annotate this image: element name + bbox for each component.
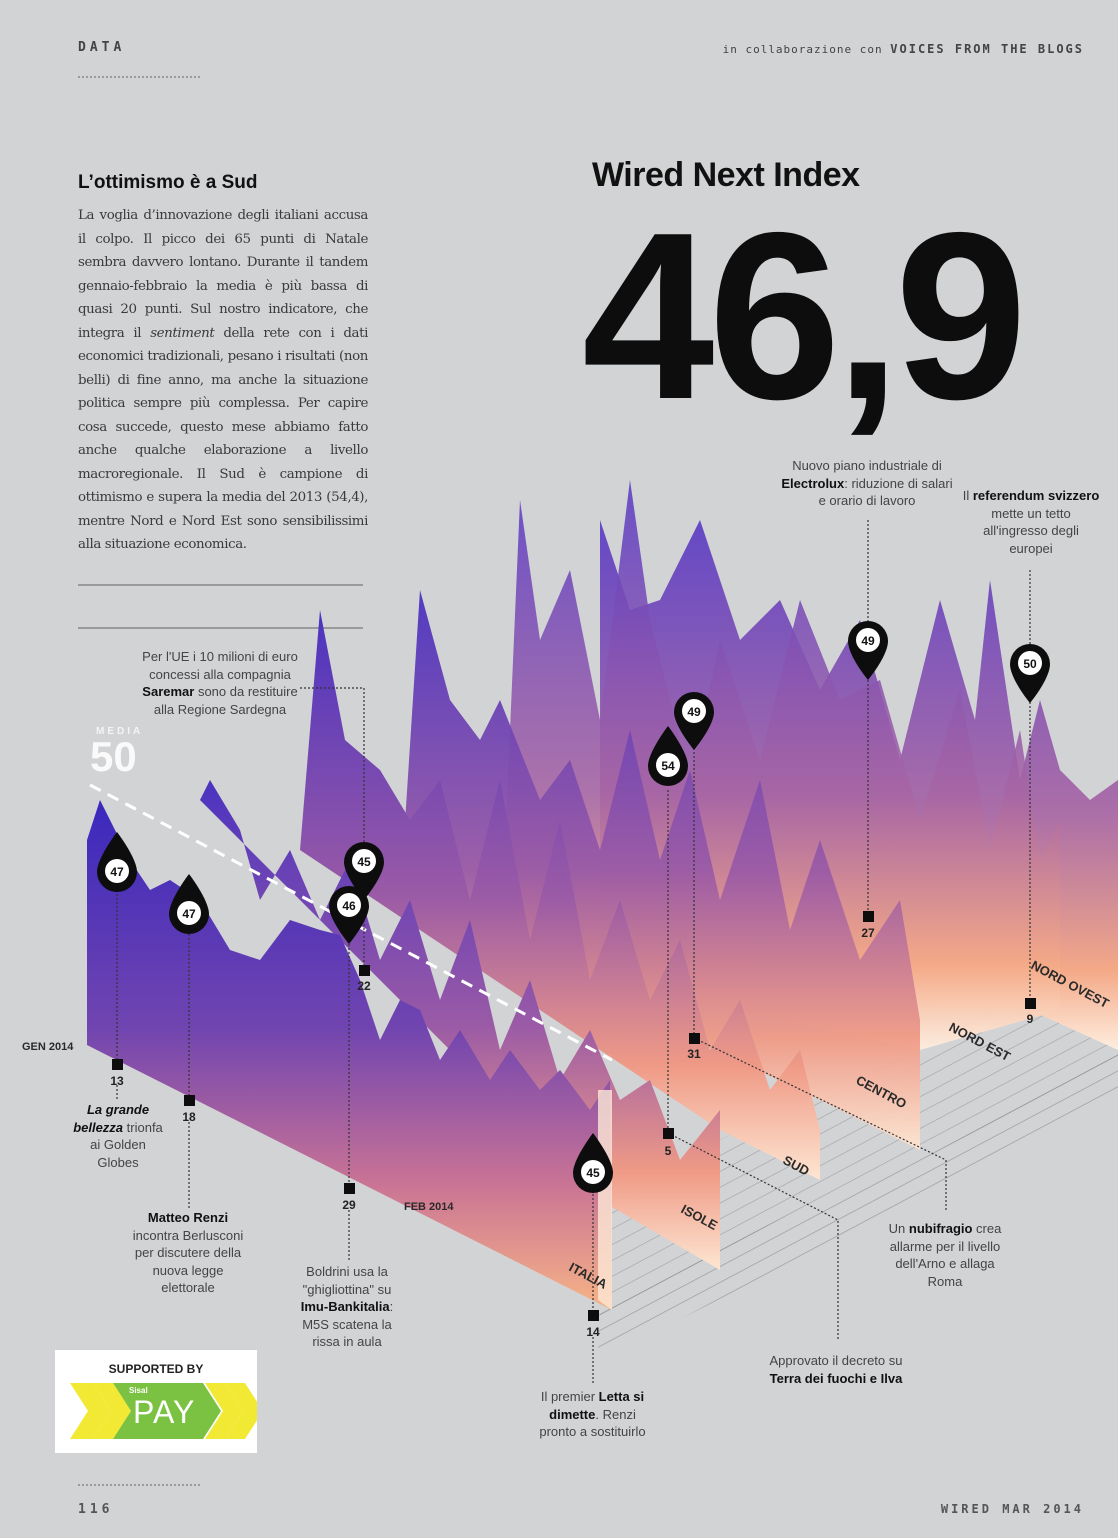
- axis-label-gen: GEN 2014: [22, 1041, 74, 1053]
- pin-value: 45: [586, 1166, 600, 1180]
- annotation-text: crea allarme per il livello dell'Arno e …: [889, 1221, 1002, 1289]
- annotation-text: : M5S scatena la rissa in aula: [302, 1299, 394, 1349]
- pin-value: 49: [687, 705, 701, 719]
- sisal-pay-logo: [70, 1383, 257, 1439]
- collab-prefix: in collaborazione con: [722, 43, 883, 56]
- day-marker-5: 5: [665, 1144, 672, 1158]
- annotation-boldrini: Boldrini usa la "ghigliottina" su Imu-Ba…: [288, 1263, 406, 1351]
- annotation-text: Boldrini usa la "ghigliottina" su: [302, 1264, 392, 1297]
- pin-value: 54: [661, 759, 675, 773]
- pin-value: 47: [110, 865, 124, 879]
- annotation-bold: Letta si dimette: [549, 1389, 645, 1422]
- day-marker-31: 31: [687, 1047, 701, 1061]
- index-value: 46,9: [582, 184, 1027, 449]
- annotation-text: . Renzi pronto a sostituirlo: [539, 1406, 646, 1440]
- day-marker-29: 29: [342, 1198, 356, 1212]
- sponsor-badge[interactable]: SUPPORTED BY Sisal PAY: [55, 1350, 257, 1453]
- footer-divider: [78, 1484, 200, 1486]
- day-marker-9: 9: [1027, 1012, 1034, 1026]
- section-label: DATA: [78, 40, 126, 55]
- annotation-bold: Matteo Renzi: [147, 1210, 229, 1225]
- collaboration-credit: in collaborazione con VOICES FROM THE BL…: [723, 42, 1084, 56]
- annotation-bold: Imu-Bankitalia: [300, 1299, 390, 1314]
- pin-value: 46: [342, 899, 356, 913]
- sponsor-label: SUPPORTED BY: [108, 1362, 204, 1376]
- index-title: Wired Next Index: [592, 156, 860, 194]
- day-marker-14: 14: [586, 1325, 600, 1339]
- body-text-2: della rete con i dati economici tradizio…: [78, 325, 368, 553]
- media-value: 50: [90, 733, 137, 780]
- sponsor-brand-small: Sisal: [129, 1386, 148, 1395]
- sponsor-brand: PAY: [133, 1394, 196, 1430]
- annotation-saremar: Per l'UE i 10 milioni di euro concessi a…: [140, 648, 300, 718]
- pin-value: 47: [182, 907, 196, 921]
- annotation-text: mette un tetto all'ingresso degli europe…: [983, 505, 1079, 556]
- pin-value: 50: [1023, 657, 1037, 671]
- article-headline: L’ottimismo è a Sud: [78, 172, 258, 193]
- body-text-emphasis: sentiment: [150, 325, 215, 341]
- annotation-bold: Electrolux: [781, 475, 845, 491]
- annotation-grande-bellezza: La grande bellezza trionfa ai Golden Glo…: [72, 1101, 164, 1171]
- annotation-bold: nubifragio: [908, 1221, 973, 1236]
- annotation-text: trionfa ai Golden Globes: [90, 1119, 163, 1170]
- pin-value: 49: [861, 634, 875, 648]
- article-body: La voglia d’innovazione degli italiani a…: [78, 204, 368, 557]
- annotation-electrolux: Nuovo piano industriale di Electrolux: r…: [776, 457, 958, 510]
- day-marker-27: 27: [861, 926, 875, 940]
- annotation-text: Approvato il decreto su: [769, 1353, 903, 1368]
- annotation-bold: Terra dei fuochi e Ilva: [769, 1370, 903, 1386]
- annotation-terra-fuochi: Approvato il decreto su Terra dei fuochi…: [756, 1352, 916, 1387]
- annotation-text: incontra Berlusconi per discutere della …: [132, 1227, 244, 1296]
- annotation-text: : riduzione di salari e orario di lavoro: [818, 475, 953, 509]
- annotation-letta: Il premier Letta si dimette. Renzi pront…: [530, 1388, 655, 1441]
- annotation-text: Il premier: [540, 1389, 599, 1404]
- day-marker-18: 18: [182, 1110, 196, 1124]
- annotation-bold: referendum svizzero: [972, 488, 1100, 503]
- page-number: 116: [78, 1502, 114, 1517]
- annotation-text: Un: [888, 1221, 909, 1236]
- media-label: MEDIA: [96, 726, 144, 737]
- body-text-1: La voglia d’innovazione degli italiani a…: [78, 208, 368, 341]
- annotation-renzi: Matteo Renzi incontra Berlusconi per dis…: [130, 1209, 246, 1297]
- annotation-bold: La grande bellezza: [73, 1102, 150, 1135]
- annotation-text: Nuovo piano industriale di: [792, 458, 942, 473]
- day-marker-13: 13: [110, 1074, 124, 1088]
- pin-value: 45: [357, 855, 371, 869]
- collab-partner: VOICES FROM THE BLOGS: [890, 42, 1084, 56]
- article-rule-bottom: [78, 627, 363, 629]
- annotation-text: sono da restituire alla Regione Sardegna: [153, 684, 298, 717]
- article-rule-top: [78, 584, 363, 586]
- annotation-text: Il: [962, 488, 973, 503]
- annotation-referendum: Il referendum svizzero mette un tetto al…: [960, 487, 1102, 557]
- header-divider: [78, 76, 200, 78]
- issue-label: WIRED MAR 2014: [940, 1502, 1084, 1516]
- annotation-bold: Saremar: [142, 684, 195, 699]
- axis-label-feb: FEB 2014: [404, 1201, 454, 1213]
- annotation-nubifragio: Un nubifragio crea allarme per il livell…: [880, 1220, 1010, 1290]
- annotation-text: Per l'UE i 10 milioni di euro concessi a…: [142, 649, 298, 682]
- day-marker-22: 22: [357, 979, 371, 993]
